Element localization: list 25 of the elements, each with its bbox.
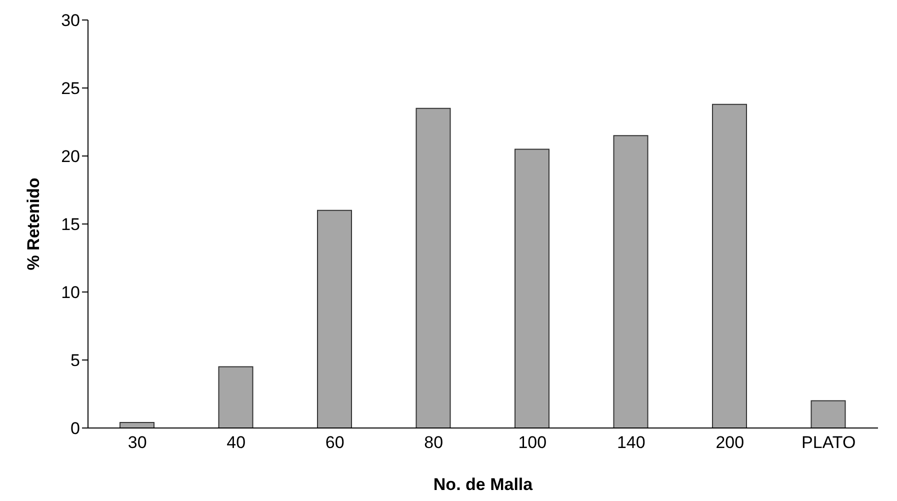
x-tick-label: PLATO [802,433,856,452]
y-axis-title: % Retenido [24,178,44,270]
bar [317,210,352,428]
y-tick-label: 5 [70,351,80,370]
bar [810,400,846,428]
y-tick-label: 10 [61,283,80,302]
bar [416,108,451,428]
bar [514,148,550,428]
x-tick-label: 140 [616,433,646,452]
bar [712,104,747,428]
bar [218,366,254,428]
x-tick-label: 30 [128,433,147,452]
x-tick-label: 200 [716,433,744,452]
y-tick-label: 25 [61,79,80,98]
y-tick-label: 15 [61,215,80,234]
bar [613,135,648,428]
y-tick-label: 0 [70,419,80,438]
y-tick-label: 30 [61,11,80,30]
x-tick-label: 80 [424,433,444,452]
x-tick-label: 100 [518,433,547,452]
bar [120,422,154,428]
x-tick-label: 60 [325,433,344,452]
x-tick-label: 40 [226,433,246,452]
x-axis-title: No. de Malla [433,475,534,494]
y-tick-label: 20 [61,147,80,166]
